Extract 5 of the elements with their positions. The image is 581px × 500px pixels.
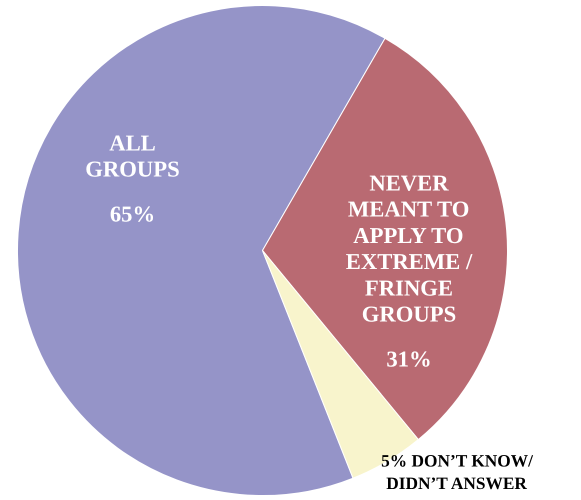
slice-label: ALL GROUPS (85, 130, 180, 182)
slice-label: 5% DON’T KNOW/ DIDN’T ANSWER (381, 451, 534, 494)
data-label: 31% (386, 346, 432, 372)
slice-label: NEVER MEANT TO APPLY TO EXTREME / FRINGE GROUPS (346, 170, 473, 326)
data-label: 65% (110, 202, 156, 226)
